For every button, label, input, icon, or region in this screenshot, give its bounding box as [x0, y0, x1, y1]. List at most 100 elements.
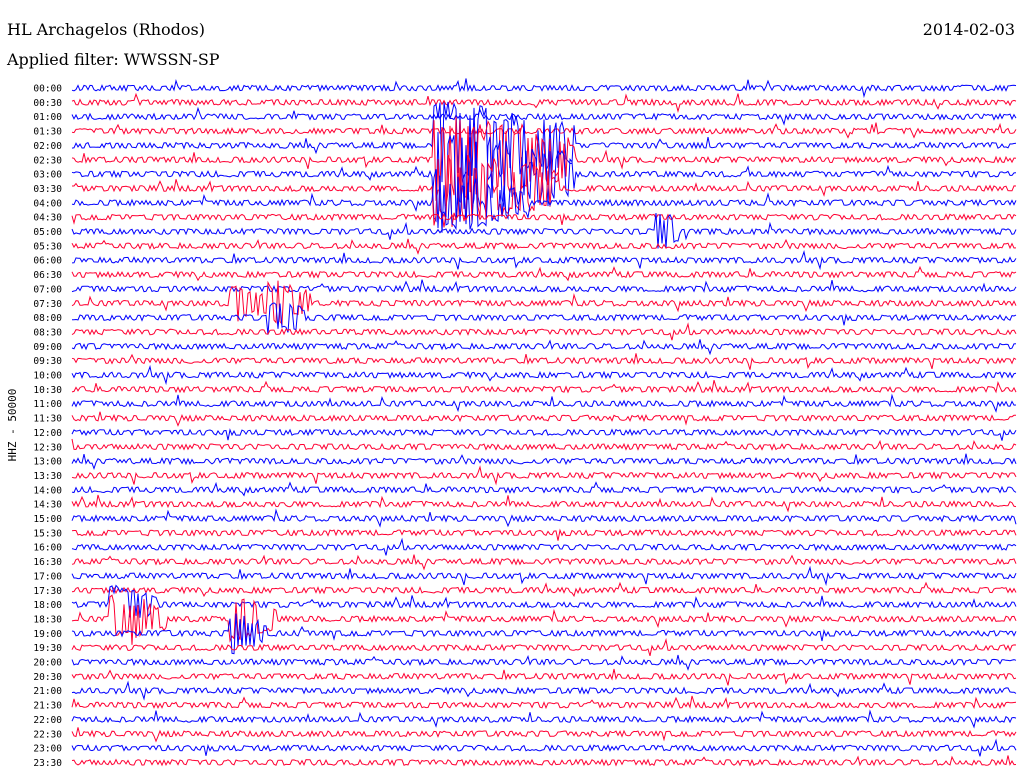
trace-line: [71, 709, 1017, 729]
time-tick-label: 14:30: [33, 500, 62, 511]
time-tick-label: 02:30: [33, 155, 62, 166]
time-tick-label: 20:30: [33, 672, 62, 683]
time-tick-label: 09:00: [33, 342, 62, 353]
time-tick-label: 05:30: [33, 241, 62, 252]
trace-line: [71, 393, 1017, 413]
trace-line: [71, 613, 1017, 655]
trace-line: [71, 581, 1017, 598]
time-tick-label: 07:00: [33, 284, 62, 295]
trace-line: [71, 453, 1017, 471]
time-tick-label: 22:00: [33, 715, 62, 726]
time-tick-label: 10:00: [33, 371, 62, 382]
time-tick-label: 21:30: [33, 701, 62, 712]
trace-line: [71, 353, 1017, 370]
trace-line: [71, 508, 1017, 528]
time-tick-label: 15:00: [33, 514, 62, 525]
time-tick-label: 18:30: [33, 614, 62, 625]
time-tick-label: 23:30: [33, 758, 62, 769]
time-tick-label: 17:00: [33, 571, 62, 582]
trace-line: [71, 528, 1017, 541]
trace-line: [71, 92, 1017, 113]
trace-line: [71, 364, 1017, 386]
trace-line: [71, 494, 1017, 513]
y-axis-label: HHZ - 50000: [6, 389, 19, 462]
time-tick-label: 09:30: [33, 356, 62, 367]
trace-line: [71, 411, 1016, 427]
trace-line: [71, 250, 1017, 271]
trace-group: [71, 78, 1017, 767]
trace-line: [71, 380, 1017, 394]
time-tick-label: 10:30: [33, 385, 62, 396]
time-tick-label: 06:30: [33, 270, 62, 281]
trace-line: [71, 438, 1017, 451]
trace-line: [71, 695, 1017, 710]
trace-line: [72, 154, 1017, 228]
trace-line: [71, 212, 1017, 249]
trace-line: [71, 322, 1017, 341]
trace-line: [71, 265, 1017, 282]
time-tick-label: 03:00: [33, 170, 62, 181]
trace-line: [71, 101, 1017, 184]
time-tick-label: 03:30: [33, 184, 62, 195]
time-tick-label: 22:30: [33, 729, 62, 740]
trace-line: [71, 131, 1017, 223]
trace-line: [71, 755, 1017, 767]
time-tick-label: 14:00: [33, 485, 62, 496]
trace-line: [71, 78, 1017, 99]
time-tick-label: 11:00: [33, 399, 62, 410]
time-tick-label: 00:00: [33, 84, 62, 95]
trace-line: [71, 584, 1017, 618]
trace-line: [71, 537, 1017, 556]
time-tick-label: 04:30: [33, 213, 62, 224]
time-tick-label: 11:30: [33, 414, 62, 425]
trace-line: [71, 594, 1017, 645]
time-tick-label: 07:30: [33, 299, 62, 310]
time-tick-label: 01:00: [33, 112, 62, 123]
time-tick-label: 00:30: [33, 98, 62, 109]
trace-line: [71, 738, 1017, 757]
time-tick-label: 15:30: [33, 528, 62, 539]
time-tick-label: 21:00: [33, 686, 62, 697]
time-tick-label: 13:30: [33, 471, 62, 482]
trace-line: [71, 565, 1017, 586]
time-tick-label: 12:30: [33, 442, 62, 453]
trace-line: [71, 465, 1017, 486]
time-tick-label: 17:30: [33, 586, 62, 597]
trace-line: [71, 654, 1017, 671]
trace-line: [71, 280, 1017, 326]
trace-line: [71, 339, 1017, 356]
time-label-group: 00:00 00:30 01:00 01:30 02:00 02:30 03:00 03:30…: [33, 84, 62, 769]
trace-line: [71, 428, 1017, 441]
trace-line: [71, 637, 1017, 657]
trace-line: [71, 727, 1017, 743]
time-tick-label: 05:00: [33, 227, 62, 238]
trace-line: [71, 680, 1017, 701]
filter-label: Applied filter: WWSSN-SP: [7, 50, 220, 69]
time-tick-label: 16:00: [33, 543, 62, 554]
trace-line: [71, 481, 1017, 497]
time-tick-label: 04:00: [33, 198, 62, 209]
trace-line: [71, 279, 1017, 294]
time-tick-label: 06:00: [33, 256, 62, 267]
time-tick-label: 23:00: [33, 744, 62, 755]
time-tick-label: 19:30: [33, 643, 62, 654]
trace-line: [71, 106, 1017, 126]
trace-line: [71, 238, 1017, 255]
time-tick-label: 02:00: [33, 141, 62, 152]
station-title: HL Archagelos (Rhodos): [7, 20, 205, 39]
trace-line: [71, 212, 1017, 226]
time-tick-label: 19:00: [33, 629, 62, 640]
time-tick-label: 12:00: [33, 428, 62, 439]
trace-line: [71, 302, 1017, 335]
trace-line: [71, 122, 1017, 139]
time-tick-label: 20:00: [33, 658, 62, 669]
time-tick-label: 01:30: [33, 127, 62, 138]
time-tick-label: 13:00: [33, 457, 62, 468]
time-tick-label: 08:30: [33, 327, 62, 338]
trace-line: [71, 169, 1017, 233]
time-tick-label: 18:00: [33, 600, 62, 611]
time-tick-label: 08:00: [33, 313, 62, 324]
time-tick-label: 16:30: [33, 557, 62, 568]
trace-line: [71, 116, 1017, 207]
